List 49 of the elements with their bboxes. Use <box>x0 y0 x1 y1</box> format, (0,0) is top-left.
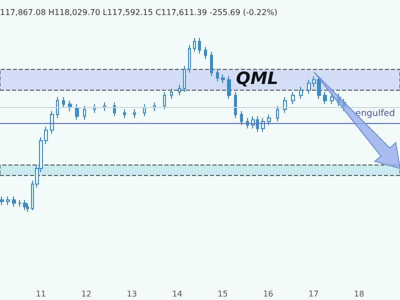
candlestick <box>12 196 16 208</box>
candlestick <box>143 104 146 117</box>
candlestick <box>6 196 10 206</box>
candlestick <box>283 96 287 114</box>
candlestick <box>267 114 271 126</box>
candlestick <box>227 76 231 100</box>
candlestick <box>210 51 213 77</box>
x-tick-label: 14 <box>172 290 182 298</box>
candlestick <box>183 65 186 92</box>
candlestick <box>163 91 166 110</box>
candlestick <box>178 84 181 96</box>
annotation: QML <box>236 69 278 89</box>
x-tick-label: 16 <box>263 290 274 298</box>
candlestick <box>188 44 191 74</box>
candlestick <box>216 68 219 82</box>
ref-line-label: engulfed <box>355 108 395 119</box>
candlestick <box>170 88 173 100</box>
candlestick <box>323 91 327 105</box>
candlestick <box>193 38 196 52</box>
x-tick-label: 17 <box>308 290 319 298</box>
x-tick-label: 18 <box>354 290 364 298</box>
candlestick <box>276 105 279 122</box>
x-tick-label: 11 <box>36 290 46 298</box>
candlestick <box>56 96 59 119</box>
candlestick <box>153 102 156 112</box>
candlestick <box>26 202 29 212</box>
candlestick <box>68 100 72 112</box>
candlestick <box>0 196 4 206</box>
candlestick <box>93 104 96 114</box>
candlestick <box>299 86 303 100</box>
candlestick <box>204 46 207 60</box>
candlestick <box>123 108 126 119</box>
x-tick-label: 15 <box>218 290 228 298</box>
candlestick <box>198 38 201 54</box>
candlestick <box>75 104 79 120</box>
candlestick <box>240 110 243 126</box>
candlestick <box>103 102 106 112</box>
candlestick <box>62 96 65 108</box>
candlestick <box>83 105 86 120</box>
candlestick <box>330 93 334 105</box>
candlestick <box>50 110 54 134</box>
text: 117,867.08 H118,029.70 L117,592.15 C117,611.39 -255.69 (-0.22%) <box>0 8 278 17</box>
candlestick <box>133 108 136 119</box>
candlestick <box>113 102 116 117</box>
candlestick <box>291 91 295 105</box>
candlestick <box>234 91 237 119</box>
candlestick <box>221 74 225 84</box>
x-tick-label: 12 <box>81 290 92 298</box>
x-tick-label: 13 <box>126 290 137 298</box>
